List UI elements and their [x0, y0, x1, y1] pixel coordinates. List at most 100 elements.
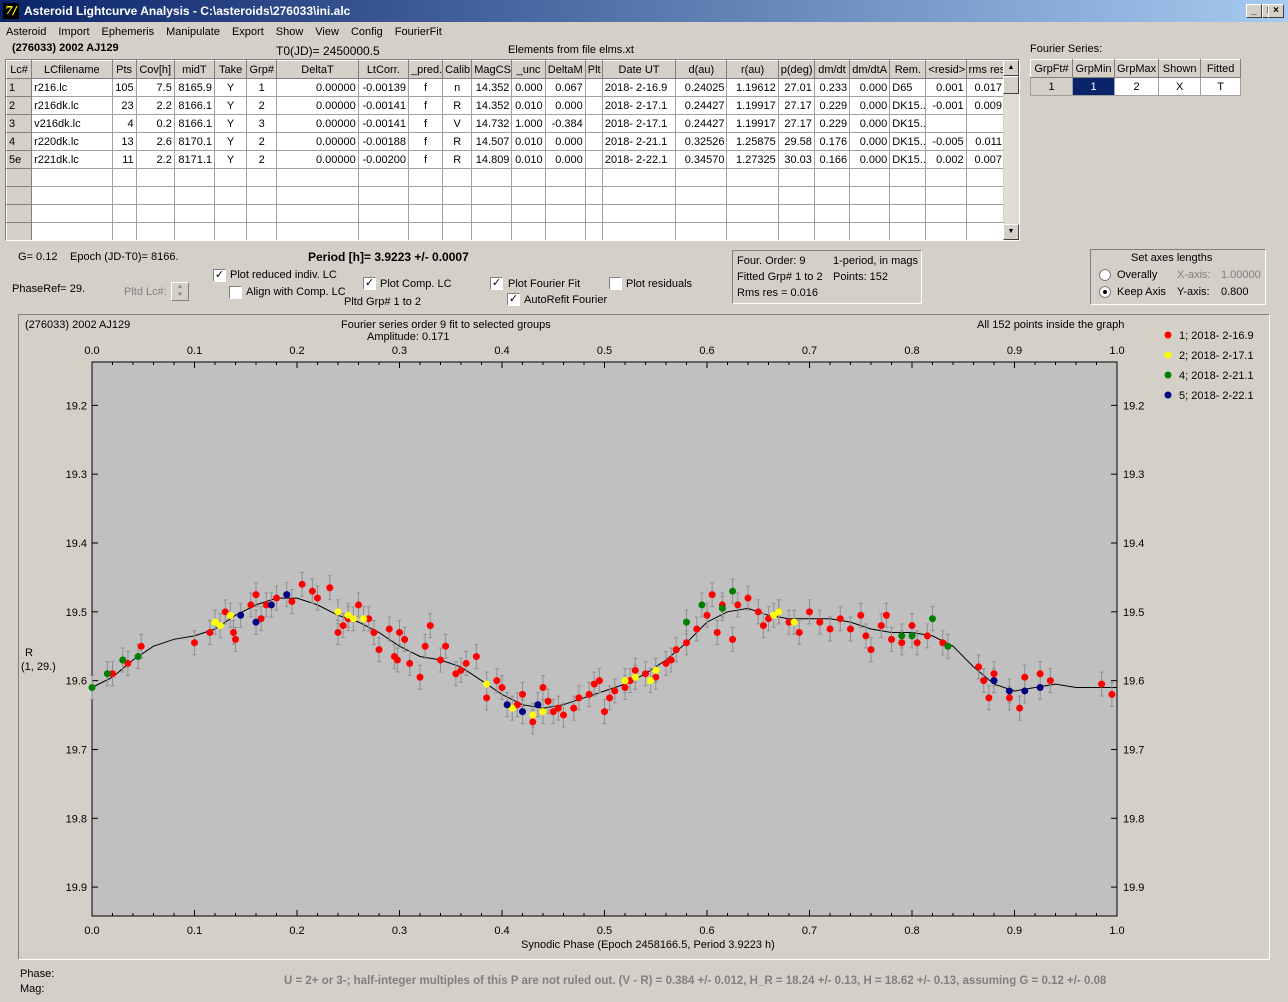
table-cell[interactable] — [511, 204, 546, 223]
table-cell[interactable] — [777, 204, 815, 223]
table-cell[interactable]: 1.25875 — [726, 132, 779, 151]
row-header[interactable]: 1 — [6, 78, 33, 97]
table-cell[interactable] — [511, 222, 546, 240]
table-cell[interactable] — [889, 186, 927, 205]
table-cell[interactable] — [31, 204, 113, 223]
table-cell[interactable]: 8166.1 — [173, 96, 216, 115]
table-cell[interactable] — [31, 168, 113, 187]
table-cell[interactable]: 0.000 — [849, 150, 891, 169]
table-cell[interactable] — [584, 222, 603, 240]
table-cell[interactable] — [925, 186, 967, 205]
table-row[interactable]: 1 r216.lc 105 7.5 8165.9 Y 1 0.00000 -0.00139 f n 1… — [6, 78, 1006, 97]
table-cell[interactable]: 8165.9 — [173, 78, 216, 97]
fourier-cell-fitted[interactable]: T — [1200, 77, 1242, 96]
table-cell[interactable] — [777, 222, 815, 240]
table-cell[interactable]: R — [442, 132, 473, 151]
table-cell[interactable] — [357, 186, 409, 205]
table-row[interactable]: 2 r216dk.lc 23 2.2 8166.1 Y 2 0.00000 -0.00141 f R… — [6, 96, 1006, 115]
table-cell[interactable] — [111, 168, 137, 187]
table-cell[interactable] — [849, 168, 891, 187]
menu-show[interactable]: Show — [275, 26, 304, 38]
table-cell[interactable] — [544, 168, 586, 187]
table-cell[interactable]: 27.01 — [777, 78, 815, 97]
table-cell[interactable] — [925, 114, 967, 133]
lc-col-header[interactable]: <resid> — [925, 60, 967, 79]
row-header[interactable] — [6, 168, 33, 187]
table-cell[interactable] — [407, 186, 444, 205]
table-cell[interactable]: D65 — [889, 78, 927, 97]
empty-row[interactable] — [6, 168, 1006, 187]
table-cell[interactable] — [965, 186, 1006, 205]
table-cell[interactable]: 1.19917 — [726, 114, 779, 133]
fourier-col-grpft[interactable]: GrpFt# — [1030, 59, 1073, 78]
plot-fourier-checkbox[interactable]: ✓ — [490, 277, 503, 290]
table-cell[interactable] — [813, 222, 851, 240]
lc-col-header[interactable]: dm/dtA — [849, 60, 891, 79]
table-cell[interactable] — [849, 186, 891, 205]
table-cell[interactable] — [544, 186, 586, 205]
empty-row[interactable] — [6, 204, 1006, 223]
table-cell[interactable]: -0.00139 — [357, 78, 409, 97]
table-cell[interactable] — [407, 168, 444, 187]
table-cell[interactable]: 1.27325 — [726, 150, 779, 169]
table-cell[interactable] — [111, 204, 137, 223]
table-cell[interactable] — [675, 222, 728, 240]
table-cell[interactable]: 0.017 — [965, 78, 1006, 97]
table-cell[interactable]: r220dk.lc — [31, 132, 113, 151]
y-axis-value[interactable]: 0.800 — [1221, 286, 1249, 298]
fourier-cell-grpmin[interactable]: 1 — [1072, 77, 1115, 96]
table-cell[interactable]: 2018- 2-17.1 — [601, 114, 677, 133]
table-cell[interactable]: Y — [213, 96, 248, 115]
table-cell[interactable]: 2018- 2-17.1 — [601, 96, 677, 115]
menu-fourierfit[interactable]: FourierFit — [394, 26, 442, 38]
plot-reduced-checkbox[interactable]: ✓ — [213, 269, 226, 282]
table-cell[interactable]: -0.00141 — [357, 114, 409, 133]
table-cell[interactable] — [442, 168, 473, 187]
table-cell[interactable] — [111, 222, 137, 240]
table-cell[interactable] — [357, 168, 409, 187]
table-cell[interactable] — [357, 204, 409, 223]
plot-comp-checkbox[interactable]: ✓ — [363, 277, 376, 290]
table-cell[interactable] — [777, 186, 815, 205]
table-cell[interactable]: DK15... — [889, 132, 927, 151]
table-cell[interactable]: 1.000 — [511, 114, 546, 133]
lc-col-header[interactable]: p(deg) — [777, 60, 815, 79]
table-cell[interactable]: 13 — [111, 132, 137, 151]
table-cell[interactable]: 0.24025 — [675, 78, 728, 97]
table-cell[interactable]: 0.011 — [965, 132, 1006, 151]
table-cell[interactable]: 1 — [246, 78, 278, 97]
table-cell[interactable]: 0.34570 — [675, 150, 728, 169]
table-cell[interactable] — [889, 204, 927, 223]
fourier-col-grpmax[interactable]: GrpMax — [1113, 59, 1160, 78]
table-cell[interactable]: 0.000 — [849, 132, 891, 151]
table-cell[interactable] — [965, 204, 1006, 223]
table-cell[interactable]: -0.005 — [925, 132, 967, 151]
table-cell[interactable] — [965, 114, 1006, 133]
table-cell[interactable] — [471, 204, 513, 223]
table-cell[interactable] — [442, 204, 473, 223]
table-cell[interactable] — [173, 222, 216, 240]
table-cell[interactable]: 105 — [111, 78, 137, 97]
table-cell[interactable] — [511, 186, 546, 205]
table-cell[interactable]: 0.000 — [849, 114, 891, 133]
table-cell[interactable] — [544, 204, 586, 223]
table-cell[interactable] — [246, 204, 278, 223]
align-comp-checkbox[interactable] — [229, 286, 242, 299]
table-cell[interactable]: 0.000 — [511, 78, 546, 97]
table-cell[interactable]: f — [407, 78, 444, 97]
lc-col-header[interactable]: d(au) — [675, 60, 728, 79]
table-cell[interactable] — [584, 150, 603, 169]
table-cell[interactable] — [965, 222, 1006, 240]
table-cell[interactable] — [584, 96, 603, 115]
table-cell[interactable]: 2 — [246, 132, 278, 151]
table-cell[interactable] — [276, 186, 359, 205]
table-cell[interactable] — [407, 204, 444, 223]
lc-col-header[interactable]: midT — [173, 60, 216, 79]
table-cell[interactable]: 0.00000 — [276, 96, 359, 115]
lc-col-header[interactable]: Lc# — [6, 60, 33, 79]
x-axis-value[interactable]: 1.00000 — [1221, 269, 1261, 281]
fourier-cell-shown[interactable]: X — [1158, 77, 1202, 96]
table-cell[interactable] — [544, 222, 586, 240]
table-cell[interactable] — [813, 204, 851, 223]
table-cell[interactable]: 2.2 — [135, 150, 175, 169]
